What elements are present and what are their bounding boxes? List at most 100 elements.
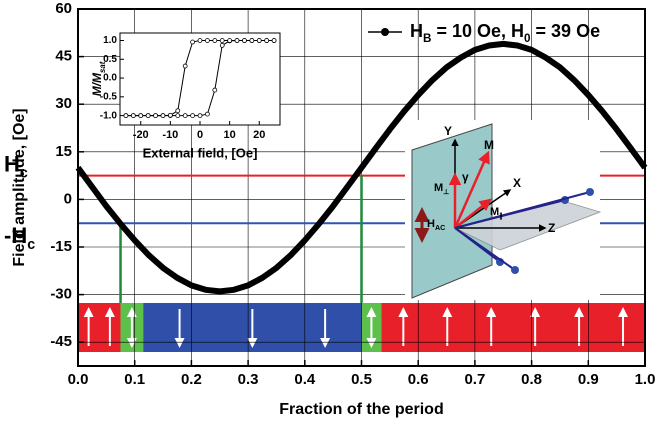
y-tick-label: 30 — [55, 95, 72, 112]
vector — [454, 191, 591, 229]
data-point — [153, 113, 158, 119]
y-tick-label: -45 — [50, 333, 72, 350]
subscript: c — [27, 237, 35, 253]
y-tick-label: 0.5 — [103, 54, 117, 65]
label: HAC — [427, 218, 445, 232]
text-part: M — [490, 206, 499, 218]
data-point — [205, 38, 210, 43]
data-point — [175, 108, 181, 114]
data-point — [234, 38, 240, 43]
y-tick-label: 1.0 — [103, 35, 117, 46]
vector-label: M — [484, 138, 494, 152]
x-tick-label: 0.0 — [68, 371, 89, 388]
data-point — [205, 111, 210, 117]
data-point — [175, 113, 181, 119]
spin — [511, 266, 519, 274]
y-tick-label: -15 — [50, 238, 72, 255]
x-tick-label: 10 — [224, 129, 236, 141]
y-tick-label: -1.0 — [100, 110, 118, 121]
plane — [411, 123, 493, 299]
vector — [454, 198, 492, 229]
x-tick-label: 0.1 — [124, 371, 145, 388]
x-tick-label: 0.9 — [578, 371, 599, 388]
subscript: ∥ — [499, 212, 503, 220]
y-tick-label: 0 — [64, 190, 72, 207]
subscript: ⊥ — [443, 188, 449, 196]
x-tick-label: 20 — [253, 129, 265, 141]
label: -Hc — [4, 223, 35, 253]
y-tick-label: -30 — [50, 286, 72, 303]
text-part: = 10 Oe, H — [431, 21, 524, 41]
spin — [586, 188, 594, 196]
x-tick-label: 0.8 — [521, 371, 542, 388]
x-tick-label: 0.3 — [238, 371, 259, 388]
data-point — [256, 38, 262, 43]
data-point — [160, 113, 166, 119]
y-tick-label: 0.0 — [103, 73, 117, 84]
data-point — [212, 38, 218, 43]
legend-marker — [381, 28, 389, 36]
data-point — [182, 113, 188, 119]
label: Hc — [4, 151, 28, 181]
subscript: AC — [435, 224, 445, 232]
x-tick-label: -10 — [162, 129, 178, 141]
x-tick-label: 0 — [197, 129, 203, 141]
y-tick-label: -0.5 — [100, 91, 118, 102]
text-part: H — [427, 218, 435, 230]
subscript: sat — [98, 61, 107, 73]
data-point — [227, 38, 233, 43]
plot-frame — [77, 8, 646, 367]
subscript: B — [423, 32, 431, 45]
axis-label: Y — [444, 124, 452, 138]
text-part: M — [434, 182, 443, 194]
axis-label: X — [513, 176, 521, 190]
data-point — [197, 113, 203, 119]
data-point — [167, 112, 173, 118]
x-axis-title: Fraction of the period — [279, 401, 443, 418]
data-point — [145, 113, 151, 119]
data-point — [219, 38, 225, 43]
text-part: H — [410, 21, 423, 41]
domain — [78, 303, 121, 352]
x-tick-label: 0.6 — [408, 371, 429, 388]
x-axis-title: External field, [Oe] — [143, 145, 258, 160]
subscript: c — [20, 165, 28, 181]
label: M∥ — [490, 206, 503, 220]
y-tick-label: 15 — [55, 143, 72, 160]
x-tick-label: 0.2 — [181, 371, 202, 388]
text-part: -H — [4, 223, 27, 248]
data-point — [138, 113, 144, 119]
inset-bg — [119, 32, 281, 126]
angle-label: γ — [462, 170, 469, 184]
domain — [381, 303, 645, 352]
data-line — [75, 40, 648, 295]
vector — [454, 227, 516, 271]
text-part: M/M — [90, 72, 104, 96]
label: M⊥ — [434, 182, 449, 196]
data-point — [219, 42, 225, 48]
subscript: 0 — [524, 32, 531, 45]
data-point — [197, 38, 203, 43]
x-tick-label: 0.7 — [464, 371, 485, 388]
data-point — [182, 63, 188, 69]
vector — [453, 150, 490, 229]
y-axis-title: Field amplitude, [Oe] — [11, 108, 28, 266]
text-part: H — [4, 151, 20, 176]
x-tick-label: 1.0 — [635, 371, 656, 388]
data-point — [190, 113, 195, 119]
data-point — [123, 113, 129, 119]
label: HB = 10 Oe, H0 = 39 Oe — [410, 21, 600, 45]
x-tick-label: 0.4 — [294, 371, 316, 388]
y-tick-label: 60 — [55, 0, 72, 17]
data-point — [264, 38, 270, 43]
data-point — [212, 87, 218, 93]
x-tick-label: -20 — [133, 129, 149, 141]
axis-label: Z — [548, 221, 555, 235]
data-point — [130, 113, 136, 119]
data-point — [249, 38, 255, 43]
data-point — [242, 38, 247, 43]
y-tick-label: 45 — [55, 48, 72, 65]
text-part: = 39 Oe — [531, 21, 601, 41]
x-tick-label: 0.5 — [351, 371, 372, 388]
